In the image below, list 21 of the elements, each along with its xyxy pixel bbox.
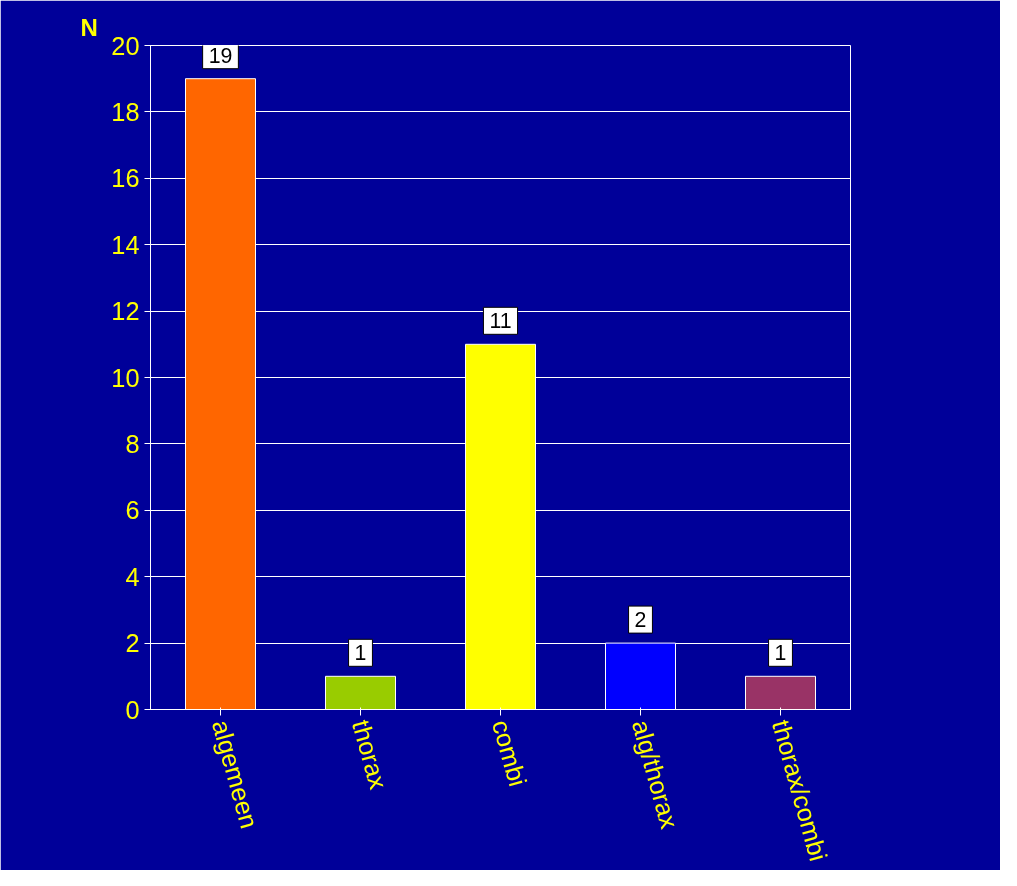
y-tick-label: 18 <box>111 97 140 126</box>
y-tick-label: 4 <box>125 562 140 591</box>
data-label: 2 <box>634 608 647 633</box>
y-axis-title: N <box>80 13 98 41</box>
y-tick-label: 16 <box>111 164 140 193</box>
y-tick-label: 8 <box>125 429 140 458</box>
y-tick-label: 14 <box>111 230 140 259</box>
data-label: 11 <box>489 309 512 334</box>
x-tick-label: algemeen <box>207 716 264 832</box>
y-tick-label: 10 <box>111 363 140 392</box>
data-label: 1 <box>774 641 787 666</box>
x-tick-label: combi <box>487 716 533 790</box>
y-tick-label: 0 <box>125 695 140 724</box>
y-tick-label: 12 <box>111 297 140 326</box>
x-tick-label: thorax <box>347 716 393 793</box>
y-tick-label: 6 <box>125 496 140 525</box>
data-label: 19 <box>208 43 233 68</box>
x-tick-label: alg/thorax <box>627 716 684 832</box>
y-tick-label: 20 <box>111 31 140 60</box>
y-tick-label: 2 <box>125 629 140 658</box>
data-label: 1 <box>354 641 367 666</box>
